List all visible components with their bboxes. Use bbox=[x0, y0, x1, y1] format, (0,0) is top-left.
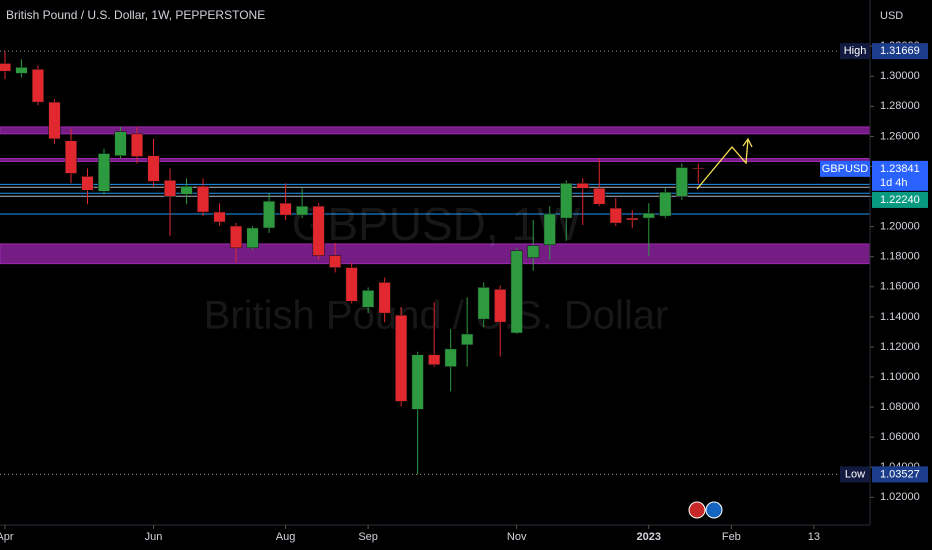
candle-body bbox=[576, 183, 589, 189]
marker-value: 1.31669 bbox=[880, 45, 920, 57]
marker-name: High bbox=[844, 45, 867, 57]
candle-body bbox=[543, 213, 556, 246]
candle-body bbox=[395, 314, 408, 402]
candle-body bbox=[130, 133, 144, 157]
candle-body bbox=[213, 211, 226, 223]
candle-body bbox=[164, 180, 177, 197]
y-tick-label: 1.02000 bbox=[880, 491, 920, 503]
candle-body bbox=[296, 205, 309, 216]
candle-body bbox=[81, 176, 94, 191]
watermark-subtitle: British Pound / U.S. Dollar bbox=[204, 294, 669, 338]
symbol-box bbox=[820, 160, 870, 177]
candle-body bbox=[527, 245, 540, 258]
event-icon[interactable] bbox=[705, 501, 723, 519]
x-tick-label: 2023 bbox=[637, 531, 661, 543]
candle-body bbox=[609, 207, 622, 224]
candle-body bbox=[428, 354, 441, 365]
zone bbox=[0, 158, 871, 163]
x-tick-label: Sep bbox=[358, 531, 378, 543]
marker-name-box bbox=[840, 43, 870, 60]
candle-body bbox=[444, 348, 457, 367]
marker-name-box bbox=[840, 466, 870, 483]
plot bbox=[0, 50, 870, 475]
y-tick-label: 1.12000 bbox=[880, 341, 920, 353]
candle-body bbox=[279, 202, 292, 216]
candle-body bbox=[675, 167, 688, 197]
candle-body bbox=[659, 191, 672, 217]
y-tick-label: 1.10000 bbox=[880, 371, 920, 383]
candle-body bbox=[48, 101, 61, 140]
y-tick-label: 1.14000 bbox=[880, 311, 920, 323]
level-price-box bbox=[872, 191, 928, 208]
candle-body bbox=[461, 333, 474, 346]
candle-body bbox=[64, 140, 78, 174]
candle-body bbox=[230, 225, 243, 249]
candle-body bbox=[593, 188, 606, 205]
candle-body bbox=[362, 290, 375, 308]
candle-body bbox=[15, 67, 28, 74]
candle-body bbox=[477, 287, 490, 320]
candle-body bbox=[263, 200, 276, 229]
y-tick-label: 1.16000 bbox=[880, 281, 920, 293]
candle-body bbox=[692, 167, 705, 170]
candle-body bbox=[329, 255, 342, 268]
x-tick-label: Jun bbox=[145, 531, 163, 543]
zone bbox=[0, 126, 871, 135]
marker-value: 1.03527 bbox=[880, 468, 920, 480]
countdown: 1d 4h bbox=[880, 177, 908, 189]
candle-body bbox=[0, 63, 11, 72]
candle-body bbox=[411, 354, 424, 410]
y-tick-label: 1.06000 bbox=[880, 431, 920, 443]
x-tick-label: Aug bbox=[276, 531, 296, 543]
x-tick-label: Feb bbox=[722, 531, 741, 543]
y-tick-label: 1.26000 bbox=[880, 130, 920, 142]
candle-body bbox=[114, 131, 127, 156]
marker-value-box bbox=[872, 466, 928, 483]
y-tick-label: 1.18000 bbox=[880, 251, 920, 263]
symbol-label: GBPUSD bbox=[822, 163, 869, 175]
event-icon[interactable] bbox=[688, 501, 706, 519]
y-tick-label: 1.28000 bbox=[880, 100, 920, 112]
y-tick-label: 1.30000 bbox=[880, 70, 920, 82]
candle-body bbox=[97, 153, 111, 192]
last-price-box bbox=[872, 160, 928, 191]
candle-body bbox=[560, 183, 573, 219]
x-tick-label: Apr bbox=[0, 531, 14, 543]
candle-body bbox=[494, 289, 507, 323]
x-tick-label: Nov bbox=[507, 531, 527, 543]
candle-body bbox=[510, 250, 523, 334]
x-tick-label: 13 bbox=[808, 531, 820, 543]
candle-body bbox=[197, 186, 210, 213]
candle-body bbox=[147, 155, 160, 182]
marker-value-box bbox=[872, 43, 928, 60]
y-tick-label: 1.08000 bbox=[880, 401, 920, 413]
currency-label: USD bbox=[880, 10, 903, 22]
last-price-value: 1.23841 bbox=[880, 163, 920, 175]
candle-body bbox=[31, 69, 44, 103]
candle-body bbox=[246, 227, 259, 249]
projection-arrow bbox=[696, 137, 753, 190]
candle-body bbox=[626, 217, 639, 221]
candle-body bbox=[642, 212, 655, 219]
candle-body bbox=[180, 186, 193, 195]
candle-body bbox=[378, 282, 391, 314]
marker-name: Low bbox=[845, 468, 865, 480]
candle-body bbox=[312, 205, 325, 256]
chart-title: British Pound / U.S. Dollar, 1W, PEPPERS… bbox=[6, 8, 265, 22]
y-tick-label: 1.20000 bbox=[880, 221, 920, 233]
level-price-value: 1.22240 bbox=[880, 194, 920, 206]
candle-body bbox=[345, 267, 358, 302]
price-tags: High 1.31669 Low 1.03527 GBPUSD 1.23841 1d 4h 1… bbox=[820, 43, 928, 483]
watermark: GBPUSD, 1W bbox=[292, 198, 581, 250]
